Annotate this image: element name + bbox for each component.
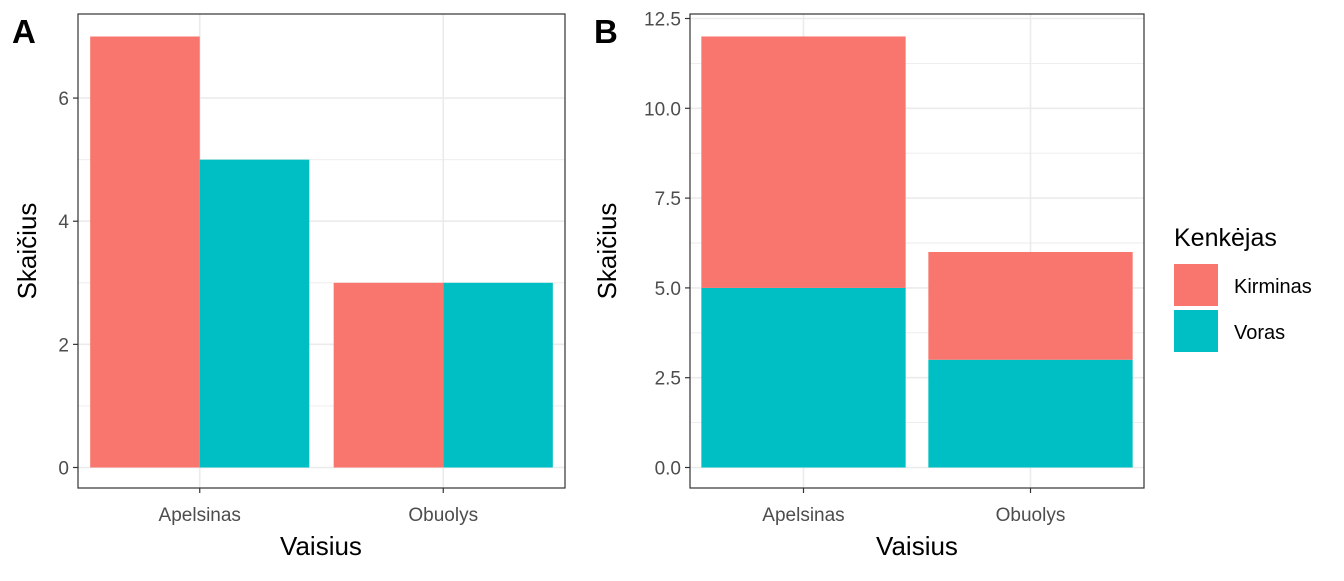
bar-obuolys-kirminas: [333, 282, 444, 468]
y-tick-label: 2.5: [655, 369, 681, 390]
x-tick-label-apelsinas: Apelsinas: [762, 505, 844, 526]
panel-b: B 0.02.55.07.510.012.5 Apelsinas Obuolys …: [592, 10, 1145, 561]
panel-a-y-title: Skaičius: [12, 203, 42, 300]
panel-letter-a: A: [12, 13, 36, 50]
panel-letter-b: B: [594, 13, 618, 50]
panel-a-y-axis: 0 2 4 6: [58, 89, 78, 480]
panel-a: A 0 2 4 6 Apelsinas Obuolys Vaisius Skaičius: [12, 13, 566, 561]
legend: Kenkėjas Kirminas Voras: [1174, 224, 1312, 352]
legend-label-voras: Voras: [1234, 322, 1285, 344]
panel-b-x-title: Vaisius: [876, 531, 958, 561]
bar-obuolys-kirminas: [928, 251, 1133, 360]
legend-key-voras: [1174, 310, 1218, 352]
panel-a-border: [77, 13, 566, 489]
y-tick-label: 0: [58, 459, 69, 480]
bar-apelsinas-kirminas: [90, 36, 200, 468]
x-tick-label-obuolys: Obuolys: [996, 505, 1066, 526]
bar-obuolys-voras: [928, 359, 1133, 468]
y-tick-label: 5.0: [655, 279, 681, 300]
legend-label-kirminas: Kirminas: [1234, 276, 1312, 298]
y-tick-label: 0.0: [655, 459, 681, 480]
y-tick-label: 4: [58, 212, 69, 233]
panel-b-y-title: Skaičius: [592, 203, 622, 300]
x-tick-label-apelsinas: Apelsinas: [159, 505, 241, 526]
panel-a-x-axis: Apelsinas Obuolys: [159, 488, 478, 526]
panel-b-bars: [701, 36, 1133, 468]
y-tick-label: 10.0: [644, 99, 681, 120]
bar-apelsinas-kirminas: [701, 36, 906, 288]
legend-title: Kenkėjas: [1174, 224, 1277, 252]
bar-apelsinas-voras: [199, 159, 310, 468]
x-tick-label-obuolys: Obuolys: [408, 505, 478, 526]
y-tick-label: 7.5: [655, 189, 681, 210]
bar-apelsinas-voras: [701, 287, 906, 468]
panel-b-x-axis: Apelsinas Obuolys: [762, 488, 1065, 526]
y-tick-label: 12.5: [644, 10, 681, 31]
panel-a-bars: [90, 36, 553, 468]
legend-key-kirminas: [1174, 264, 1218, 306]
y-tick-label: 2: [58, 335, 69, 356]
panel-b-border: [689, 13, 1145, 489]
panel-b-y-axis: 0.0 2.5 5.0 7.5 10.0 12.5: [644, 10, 690, 480]
y-tick-label: 6: [58, 89, 69, 110]
bar-obuolys-voras: [443, 282, 553, 468]
panel-a-x-title: Vaisius: [280, 531, 362, 561]
